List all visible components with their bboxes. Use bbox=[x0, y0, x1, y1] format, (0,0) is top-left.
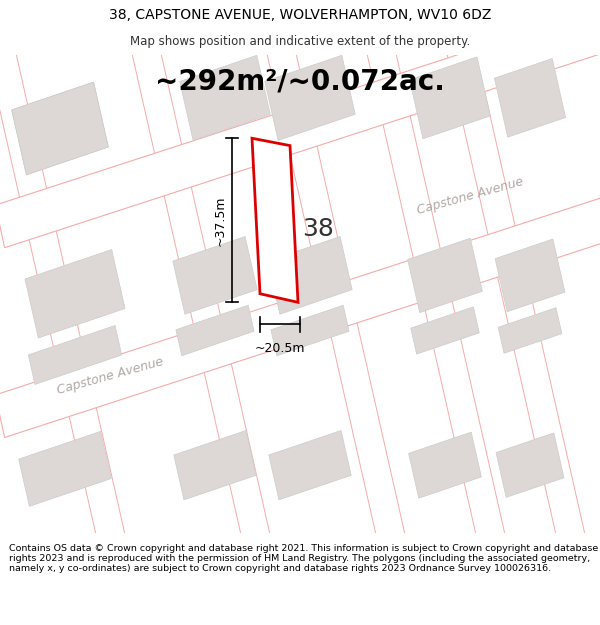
Polygon shape bbox=[268, 237, 352, 314]
Polygon shape bbox=[0, 0, 600, 248]
Polygon shape bbox=[269, 431, 351, 500]
Polygon shape bbox=[243, 0, 430, 625]
Polygon shape bbox=[271, 305, 349, 356]
Polygon shape bbox=[0, 187, 600, 438]
Polygon shape bbox=[494, 59, 566, 137]
Text: ~37.5m: ~37.5m bbox=[214, 195, 227, 246]
Polygon shape bbox=[28, 326, 122, 384]
Polygon shape bbox=[174, 431, 256, 500]
Polygon shape bbox=[496, 433, 564, 498]
Polygon shape bbox=[411, 307, 479, 354]
Polygon shape bbox=[407, 238, 482, 312]
Text: Map shows position and indicative extent of the property.: Map shows position and indicative extent… bbox=[130, 35, 470, 48]
Polygon shape bbox=[409, 432, 481, 498]
Polygon shape bbox=[11, 82, 109, 175]
Text: ~20.5m: ~20.5m bbox=[255, 341, 305, 354]
Polygon shape bbox=[173, 237, 257, 314]
Polygon shape bbox=[495, 239, 565, 312]
Text: 38: 38 bbox=[302, 217, 334, 241]
Polygon shape bbox=[0, 0, 150, 625]
Polygon shape bbox=[498, 308, 562, 353]
Text: Contains OS data © Crown copyright and database right 2021. This information is : Contains OS data © Crown copyright and d… bbox=[9, 544, 598, 573]
Polygon shape bbox=[410, 57, 490, 139]
Text: Capstone Avenue: Capstone Avenue bbox=[415, 175, 525, 217]
Polygon shape bbox=[265, 55, 355, 141]
Polygon shape bbox=[252, 138, 298, 302]
Polygon shape bbox=[11, 82, 109, 175]
Text: ~292m²/~0.072ac.: ~292m²/~0.072ac. bbox=[155, 68, 445, 96]
Polygon shape bbox=[343, 0, 530, 625]
Polygon shape bbox=[108, 0, 295, 625]
Polygon shape bbox=[423, 0, 600, 625]
Polygon shape bbox=[176, 305, 254, 356]
Polygon shape bbox=[25, 249, 125, 338]
Text: 38, CAPSTONE AVENUE, WOLVERHAMPTON, WV10 6DZ: 38, CAPSTONE AVENUE, WOLVERHAMPTON, WV10… bbox=[109, 8, 491, 22]
Polygon shape bbox=[180, 55, 270, 141]
Text: Capstone Avenue: Capstone Avenue bbox=[55, 355, 165, 397]
Polygon shape bbox=[19, 431, 111, 506]
